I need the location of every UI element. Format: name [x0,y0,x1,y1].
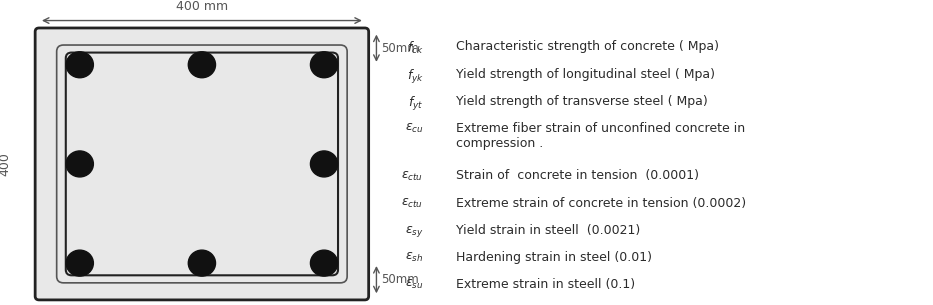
Text: Extreme fiber strain of unconfined concrete in
compression .: Extreme fiber strain of unconfined concr… [455,122,745,150]
Circle shape [188,52,216,78]
Text: $f_{yt}$: $f_{yt}$ [409,95,424,113]
Text: $f_{yk}$: $f_{yk}$ [407,67,424,85]
Text: $f_{ck}$: $f_{ck}$ [407,40,424,56]
Circle shape [66,151,93,177]
Text: Yield strain in steell  (0.0021): Yield strain in steell (0.0021) [455,224,640,237]
Circle shape [188,250,216,276]
Text: $\varepsilon_{sh}$: $\varepsilon_{sh}$ [405,251,424,264]
Text: 50mm: 50mm [382,42,419,55]
Text: 50mm: 50mm [382,273,419,286]
Text: $\varepsilon_{ctu}$: $\varepsilon_{ctu}$ [401,197,424,210]
Text: $\varepsilon_{su}$: $\varepsilon_{su}$ [405,278,424,291]
Circle shape [311,52,338,78]
Text: Extreme strain in steell (0.1): Extreme strain in steell (0.1) [455,278,634,291]
Text: Yield strength of transverse steel ( Mpa): Yield strength of transverse steel ( Mpa… [455,95,707,108]
Text: $\varepsilon_{sy}$: $\varepsilon_{sy}$ [405,224,424,239]
Circle shape [311,250,338,276]
Text: $\varepsilon_{cu}$: $\varepsilon_{cu}$ [405,122,424,135]
Text: $\varepsilon_{ctu}$: $\varepsilon_{ctu}$ [401,170,424,182]
Circle shape [66,250,93,276]
FancyBboxPatch shape [35,28,369,300]
Text: 400: 400 [0,152,12,176]
Text: Extreme strain of concrete in tension (0.0002): Extreme strain of concrete in tension (0… [455,197,745,210]
Text: Hardening strain in steel (0.01): Hardening strain in steel (0.01) [455,251,651,264]
Text: 400 mm: 400 mm [175,0,228,13]
Text: Yield strength of longitudinal steel ( Mpa): Yield strength of longitudinal steel ( M… [455,67,715,81]
Circle shape [311,151,338,177]
Text: Strain of  concrete in tension  (0.0001): Strain of concrete in tension (0.0001) [455,170,699,182]
Text: Characteristic strength of concrete ( Mpa): Characteristic strength of concrete ( Mp… [455,40,718,53]
Circle shape [66,52,93,78]
